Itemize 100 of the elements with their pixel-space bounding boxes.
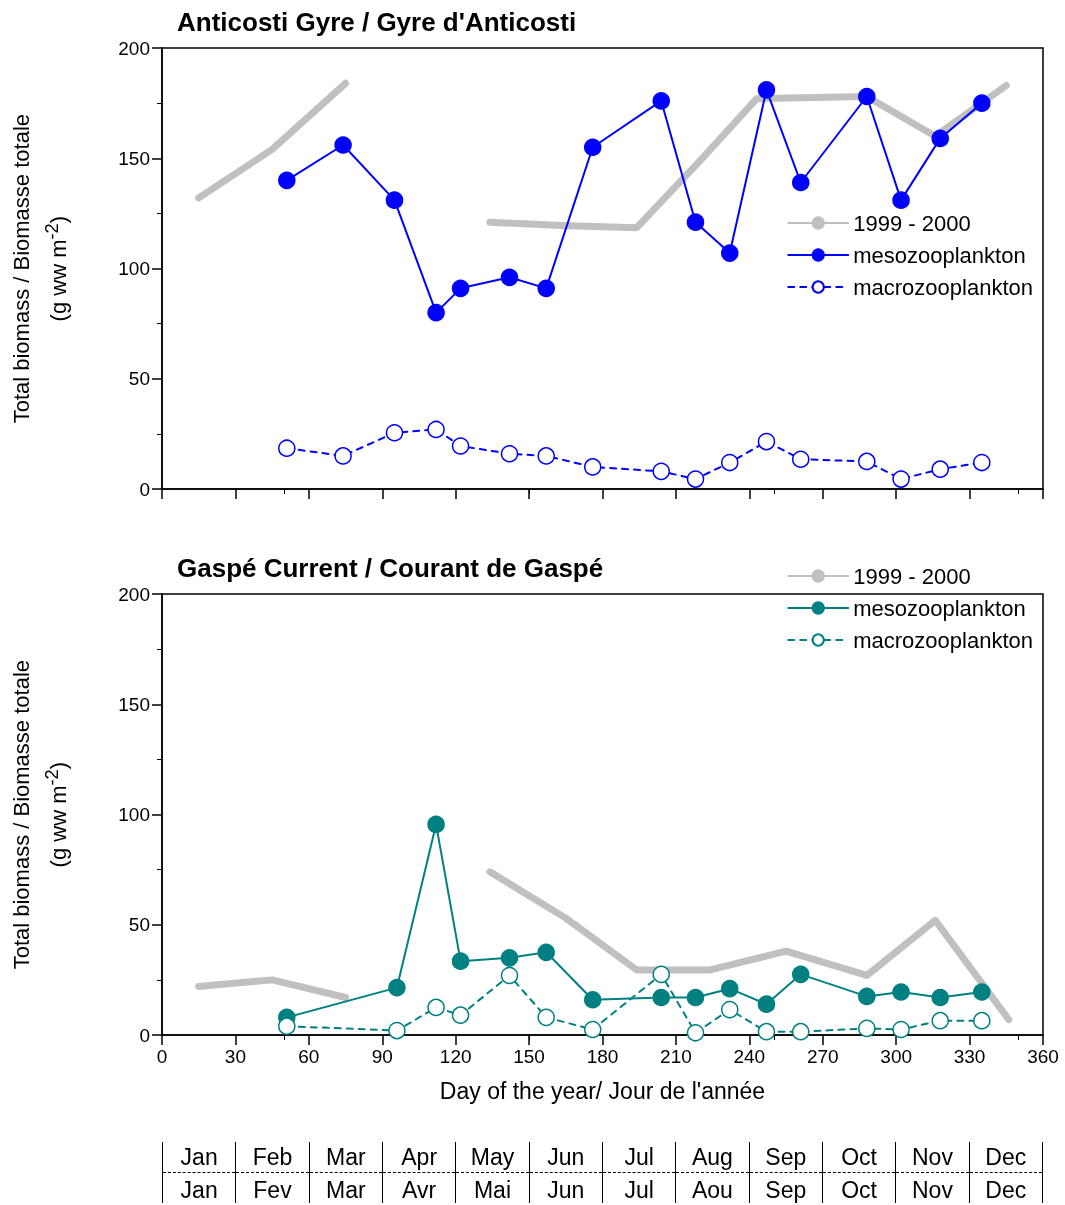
text: Feb (236, 1142, 309, 1173)
point (931, 460, 949, 478)
y-tick-label: 50 (128, 914, 150, 936)
point (858, 1019, 876, 1038)
point (973, 94, 991, 112)
text: Jan (163, 1142, 236, 1173)
x-tick-label: 240 (733, 1046, 766, 1067)
text: Aug (676, 1142, 749, 1173)
point (721, 1000, 739, 1019)
text: Nov (896, 1142, 969, 1173)
y-tick-label: 50 (128, 368, 150, 390)
point (427, 303, 445, 322)
point (757, 1022, 776, 1041)
y-tick-label: 150 (118, 147, 150, 169)
point (278, 171, 296, 190)
point (583, 1020, 602, 1039)
legend-label: mesozooplankton (853, 242, 1026, 268)
point (537, 447, 555, 465)
point (334, 447, 352, 465)
text: Mai (472, 1176, 512, 1203)
point (721, 979, 739, 998)
x-tick-label: 360 (1027, 1046, 1059, 1067)
x-tick-label: 60 (298, 1046, 320, 1067)
x-tick-label: 210 (660, 1046, 692, 1067)
point (757, 995, 776, 1013)
point (652, 462, 670, 481)
y-tick-label: 0 (139, 478, 150, 500)
x-tick-label: 300 (880, 1046, 913, 1067)
point (757, 432, 776, 451)
point (583, 458, 602, 476)
text: Nov (911, 1176, 954, 1203)
text: Jun (529, 1142, 602, 1173)
point (791, 450, 810, 468)
text: Sep (749, 1142, 822, 1173)
point (858, 452, 876, 471)
point (858, 87, 876, 106)
point (500, 966, 519, 985)
point (858, 987, 876, 1006)
point (652, 988, 670, 1007)
point (583, 990, 602, 1009)
point (451, 1006, 470, 1024)
point (973, 983, 991, 1001)
point (973, 1011, 991, 1030)
y-tick-label: 200 (118, 37, 150, 59)
chart-title: Anticosti Gyre / Gyre d'Anticosti (177, 7, 577, 37)
point (686, 1024, 705, 1042)
point (427, 815, 445, 834)
x-tick-label: 30 (224, 1046, 246, 1067)
point (892, 191, 910, 209)
point (686, 988, 705, 1007)
point (686, 213, 705, 231)
text: Fev (252, 1176, 293, 1203)
point (278, 439, 296, 457)
point (427, 998, 445, 1017)
x-tick-label: 90 (371, 1046, 393, 1067)
point (892, 983, 910, 1001)
point (892, 470, 910, 488)
legend-label: 1999 - 2000 (853, 563, 971, 589)
x-tick-label: 0 (156, 1046, 168, 1067)
point (973, 453, 991, 472)
text: Apr (382, 1142, 456, 1173)
text: Oct (822, 1142, 896, 1173)
x-tick-label: 270 (806, 1046, 839, 1067)
point (537, 1008, 555, 1027)
point (427, 420, 445, 439)
legend-label: macrozooplankton (853, 627, 1034, 653)
text: Mar (325, 1176, 367, 1203)
point (721, 244, 739, 262)
text: Oct (840, 1176, 878, 1203)
y-tick-label: 150 (118, 693, 150, 715)
point (791, 965, 810, 984)
point (500, 949, 519, 967)
legend-label: 1999 - 2000 (853, 210, 971, 236)
point (385, 424, 404, 442)
point (892, 1020, 910, 1039)
point (931, 129, 949, 148)
text: May (456, 1142, 529, 1173)
point (500, 268, 519, 287)
point (451, 279, 470, 298)
text: Dec (984, 1176, 1028, 1203)
point (385, 191, 404, 209)
point (451, 437, 470, 455)
x-tick-label: 150 (513, 1046, 545, 1067)
point (791, 1022, 810, 1041)
point (757, 81, 776, 99)
point (931, 988, 949, 1007)
x-tick-label: 330 (953, 1046, 986, 1067)
point (278, 1017, 296, 1035)
y-tick-label: 0 (139, 1024, 150, 1046)
text: Dec (969, 1142, 1042, 1173)
point (500, 444, 519, 463)
chart-title: Gaspé Current / Courant de Gaspé (177, 553, 604, 583)
point (388, 1021, 406, 1040)
point (721, 453, 739, 472)
text: Jan (179, 1176, 219, 1203)
point (686, 470, 705, 488)
point (537, 943, 555, 962)
text: Jun (546, 1176, 586, 1203)
point (652, 92, 670, 110)
text: Mar (309, 1142, 382, 1173)
